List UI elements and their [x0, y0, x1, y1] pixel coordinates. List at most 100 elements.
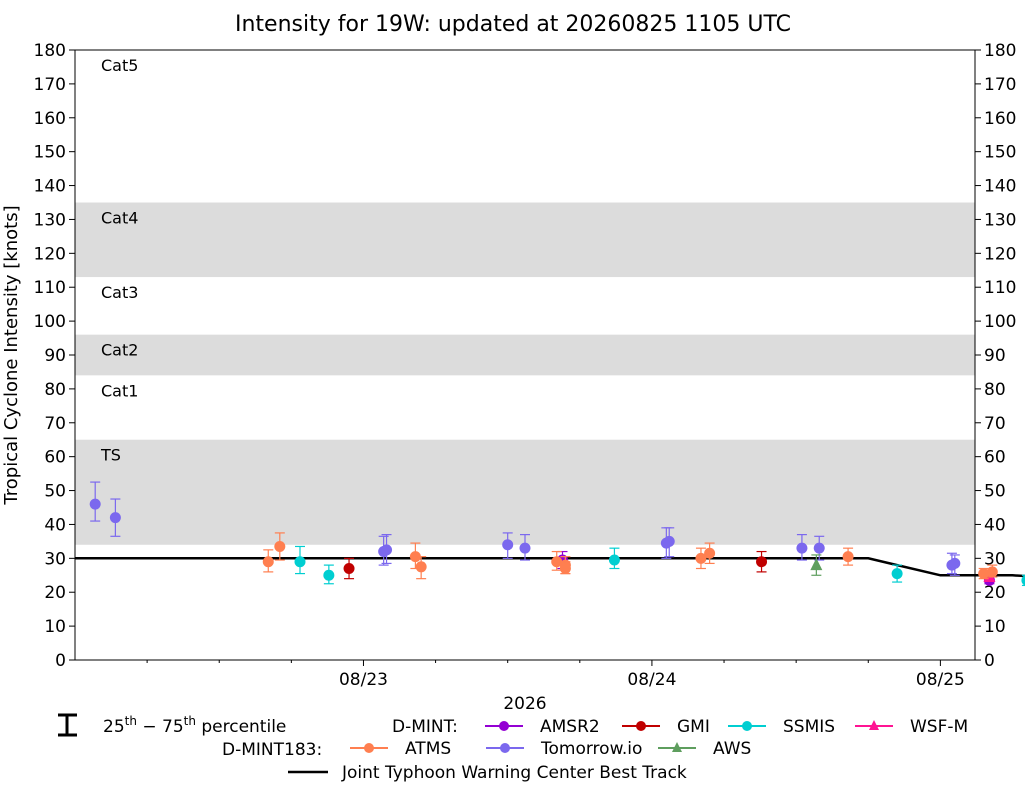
y-tick-label-right: 40	[984, 515, 1006, 535]
legend-group-dmint183: D-MINT183:	[222, 740, 322, 760]
marker-circle	[294, 556, 306, 568]
point-atms	[409, 542, 421, 570]
y-tick-label-right: 30	[984, 549, 1006, 569]
category-label-cat1: Cat1	[101, 381, 138, 400]
legend-label-wsf-m: WSF-M	[910, 717, 968, 737]
marker-triangle	[810, 558, 823, 571]
marker-circle	[262, 556, 274, 568]
point-ssmis	[608, 547, 620, 570]
legend-label-atms: ATMS	[405, 739, 451, 759]
y-tick-label-right: 160	[984, 109, 1016, 129]
category-label-cat5: Cat5	[101, 56, 138, 75]
point-tomorrow-io	[519, 534, 531, 561]
y-tick-label: 100	[34, 312, 66, 332]
point-atms	[415, 556, 427, 580]
point-atms	[551, 550, 563, 571]
y-tick-label-right: 60	[984, 448, 1006, 468]
legend-best-track-label: Joint Typhoon Warning Center Best Track	[341, 763, 687, 783]
y-tick-label: 20	[44, 583, 66, 603]
point-ssmis	[1021, 574, 1025, 587]
point-atms	[842, 547, 854, 566]
y-tick-label-right: 170	[984, 75, 1016, 95]
point-tomorrow-io	[796, 534, 808, 561]
y-tick-label: 90	[44, 346, 66, 366]
y-tick-label: 40	[44, 515, 66, 535]
marker-circle	[660, 537, 672, 549]
percentile-legend-label: 25th − 75th percentile	[103, 714, 286, 737]
marker-circle	[842, 551, 854, 563]
category-labels: TS Cat1 Cat2 Cat3 Cat4 Cat5	[100, 56, 138, 465]
marker-circle	[274, 540, 286, 552]
category-band-ts	[75, 439, 975, 545]
chart-title: Intensity for 19W: updated at 20260825 1…	[235, 12, 791, 37]
marker-circle	[409, 551, 421, 563]
y-axis-left: 0 10 20 30 40 50 60 70 80 90 100 110 120 130 140 150 160…	[34, 41, 75, 671]
legend-swatch-triangle	[672, 742, 682, 752]
legend-swatch-circle	[636, 721, 646, 731]
point-tomorrow-io	[660, 527, 672, 559]
marker-circle	[1021, 575, 1025, 586]
y-tick-label: 110	[34, 278, 66, 298]
marker-circle	[949, 557, 961, 569]
legend-swatch-circle	[500, 743, 510, 753]
best-track-polyline	[75, 557, 1025, 578]
data-points	[89, 481, 1025, 587]
point-atms	[695, 547, 707, 570]
y-tick-label-right: 50	[984, 482, 1006, 502]
marker-circle	[415, 561, 427, 573]
category-label-cat4: Cat4	[101, 209, 138, 228]
x-tick-label: 08/24	[627, 670, 676, 690]
marker-circle	[978, 568, 990, 580]
marker-circle	[695, 552, 707, 564]
y-tick-label-right: 80	[984, 380, 1006, 400]
marker-circle	[551, 556, 563, 568]
point-ssmis	[323, 564, 335, 585]
y-axis-right: 0 10 20 30 40 50 60 70 80 90 100 110 120 130 140 150 160…	[975, 41, 1016, 671]
y-tick-label: 150	[34, 143, 66, 163]
legend-series-entries: AMSR2 GMI SSMIS WSF-M ATMS Tomorrow.io AWS	[350, 717, 968, 759]
point-aws	[810, 554, 823, 576]
y-tick-label-right: 90	[984, 346, 1006, 366]
marker-circle	[756, 556, 768, 568]
point-tomorrow-io	[89, 481, 101, 522]
point-atms	[559, 561, 571, 575]
category-band-cat2	[75, 334, 975, 376]
point-atms	[262, 549, 274, 573]
legend-label-ssmis: SSMIS	[783, 717, 835, 737]
legend-label-amsr2: AMSR2	[540, 717, 600, 737]
percentile-legend-icon	[58, 713, 77, 737]
x-axis: 08/23 08/24 08/25	[146, 660, 965, 690]
y-tick-label: 170	[34, 75, 66, 95]
y-tick-label-right: 150	[984, 143, 1016, 163]
y-tick-label: 80	[44, 380, 66, 400]
legend-entry-wsf-m: WSF-M	[855, 717, 968, 737]
point-gmi	[756, 550, 768, 573]
legend-label-tomorrow-io: Tomorrow.io	[540, 739, 642, 759]
y-tick-label-right: 130	[984, 210, 1016, 230]
y-axis-label: Tropical Cyclone Intensity [knots]	[1, 205, 22, 505]
point-tomorrow-io	[502, 532, 514, 559]
marker-circle	[608, 554, 620, 566]
y-tick-label: 0	[55, 651, 66, 671]
y-tick-label: 130	[34, 210, 66, 230]
point-atms	[704, 542, 716, 565]
y-tick-label-right: 10	[984, 617, 1006, 637]
legend-swatch-circle	[742, 721, 752, 731]
category-band-cat4	[75, 202, 975, 278]
y-tick-label: 120	[34, 244, 66, 264]
point-atms	[986, 564, 998, 578]
marker-circle	[89, 498, 101, 510]
marker-circle	[109, 512, 121, 524]
category-bands	[75, 202, 975, 545]
y-tick-label: 60	[44, 448, 66, 468]
legend-entry-ssmis: SSMIS	[728, 717, 835, 737]
y-tick-label-right: 20	[984, 583, 1006, 603]
legend-entry-aws: AWS	[658, 739, 751, 759]
point-ssmis	[891, 564, 903, 583]
y-tick-label: 50	[44, 482, 66, 502]
point-tomorrow-io	[949, 554, 961, 576]
legend-group-dmint: D-MINT:	[392, 717, 458, 737]
marker-circle	[704, 547, 716, 559]
marker-circle	[323, 569, 335, 581]
